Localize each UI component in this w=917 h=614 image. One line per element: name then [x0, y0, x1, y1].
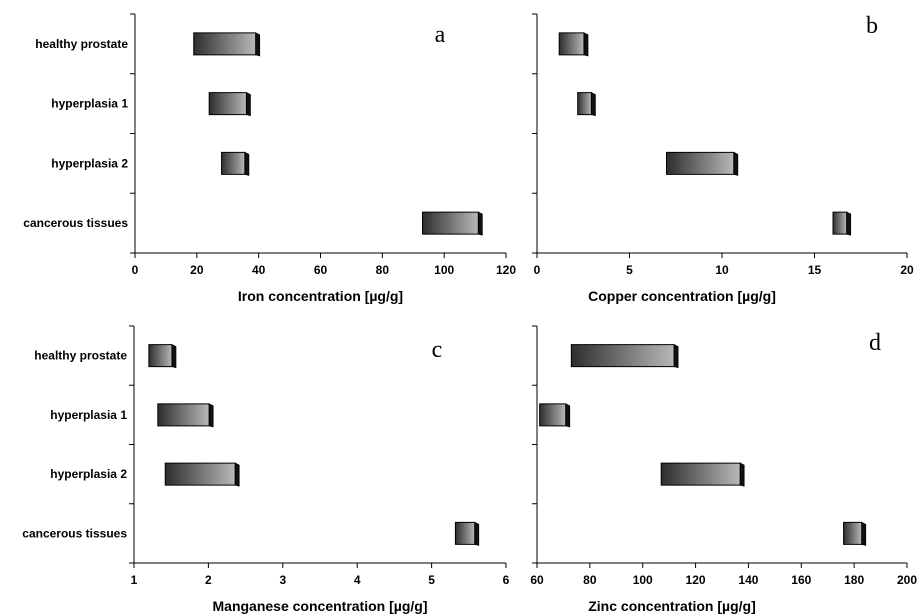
bar-side [861, 521, 867, 546]
x-tick-label: 80 [583, 573, 597, 587]
bar-side [583, 32, 589, 57]
bar-side [255, 32, 261, 57]
bar-side [846, 211, 852, 236]
x-tick-label: 15 [808, 263, 822, 277]
category-label: cancerous tissues [23, 216, 128, 230]
bar-front [454, 521, 476, 545]
x-tick-label: 140 [738, 573, 758, 587]
bar [208, 91, 251, 117]
x-axis-title: Zinc concentration [µg/g] [588, 598, 756, 614]
x-tick-label: 60 [530, 573, 544, 587]
x-tick-label: 180 [844, 573, 864, 587]
bar [157, 403, 214, 428]
x-axis-title: Iron concentration [µg/g] [238, 288, 403, 304]
bar [843, 521, 867, 546]
bar [422, 211, 483, 236]
x-tick-label: 0 [534, 263, 541, 277]
x-tick-label: 6 [503, 573, 510, 587]
bar-front [843, 521, 863, 545]
bar-front [660, 462, 741, 486]
bar-front [221, 151, 246, 175]
bar [539, 403, 571, 428]
x-tick-label: 20 [190, 263, 204, 277]
x-tick-label: 20 [900, 263, 914, 277]
bar-front [157, 403, 210, 427]
bar-side [673, 343, 679, 369]
chart-panel-d: 60 80 100 120 140 160 180 200 Zinc concentration… [530, 325, 917, 614]
x-tick-label: 100 [434, 263, 454, 277]
bar [558, 32, 589, 57]
x-tick-label: 100 [633, 573, 653, 587]
bar-front [164, 462, 236, 486]
bar [570, 343, 679, 369]
bar-side [733, 151, 739, 176]
bar [148, 343, 177, 369]
chart-panel-a: 0 20 40 60 80 100 120 Iron concentration [µg/g]… [23, 13, 516, 304]
bar [832, 211, 852, 236]
bar-side [477, 211, 483, 236]
bar-side [234, 462, 240, 487]
panel-letter: a [435, 22, 446, 48]
bar [454, 521, 480, 546]
bar-front [193, 32, 257, 56]
panel-letter: c [432, 337, 443, 363]
x-tick-label: 60 [314, 263, 328, 277]
panel-letter: b [866, 13, 878, 39]
bar-front [666, 151, 735, 175]
x-axis-title: Copper concentration [µg/g] [588, 288, 776, 304]
x-axis-title: Manganese concentration [µg/g] [213, 598, 428, 614]
bar-front [422, 211, 479, 235]
chart-panel-b: 0 5 10 15 20 Copper concentration [µg/g] b [532, 13, 914, 304]
bar-side [245, 91, 251, 117]
x-tick-label: 1 [131, 573, 138, 587]
bar-side [208, 403, 214, 428]
x-tick-label: 4 [354, 573, 361, 587]
x-tick-label: 10 [715, 263, 729, 277]
category-label: hyperplasia 2 [50, 467, 127, 481]
category-label: healthy prostate [34, 349, 127, 363]
bar-front [577, 92, 592, 116]
category-label: hyperplasia 1 [51, 97, 128, 111]
bar [660, 462, 745, 487]
x-tick-label: 80 [376, 263, 390, 277]
bar-side [474, 521, 480, 546]
bar [164, 462, 240, 487]
bar-side [739, 462, 745, 487]
bar-side [590, 91, 596, 117]
panel-letter: d [869, 330, 881, 356]
bar [666, 151, 739, 176]
bar-front [570, 344, 675, 368]
x-tick-label: 160 [791, 573, 811, 587]
bar-front [558, 32, 585, 56]
bar-front [539, 403, 567, 427]
bar [193, 32, 261, 57]
bar-side [171, 343, 177, 369]
category-label: healthy prostate [35, 37, 128, 51]
x-tick-label: 3 [279, 573, 286, 587]
bar-front [832, 211, 848, 235]
chart-panel-c: 1 2 3 4 5 6 Manganese concentration [µg/g] heal… [22, 325, 510, 614]
x-tick-label: 120 [496, 263, 516, 277]
x-tick-label: 5 [626, 263, 633, 277]
bar-front [148, 344, 173, 368]
x-tick-label: 120 [686, 573, 706, 587]
x-tick-label: 200 [897, 573, 917, 587]
bar [221, 151, 250, 176]
x-tick-label: 40 [252, 263, 266, 277]
bar-front [208, 92, 247, 116]
category-label: hyperplasia 1 [50, 408, 127, 422]
bar-side [244, 151, 250, 176]
x-tick-label: 5 [428, 573, 435, 587]
bar-side [565, 403, 571, 428]
x-tick-label: 2 [205, 573, 212, 587]
bar [577, 91, 596, 117]
category-label: cancerous tissues [22, 526, 127, 540]
category-label: hyperplasia 2 [51, 156, 128, 170]
x-tick-label: 0 [132, 263, 139, 277]
